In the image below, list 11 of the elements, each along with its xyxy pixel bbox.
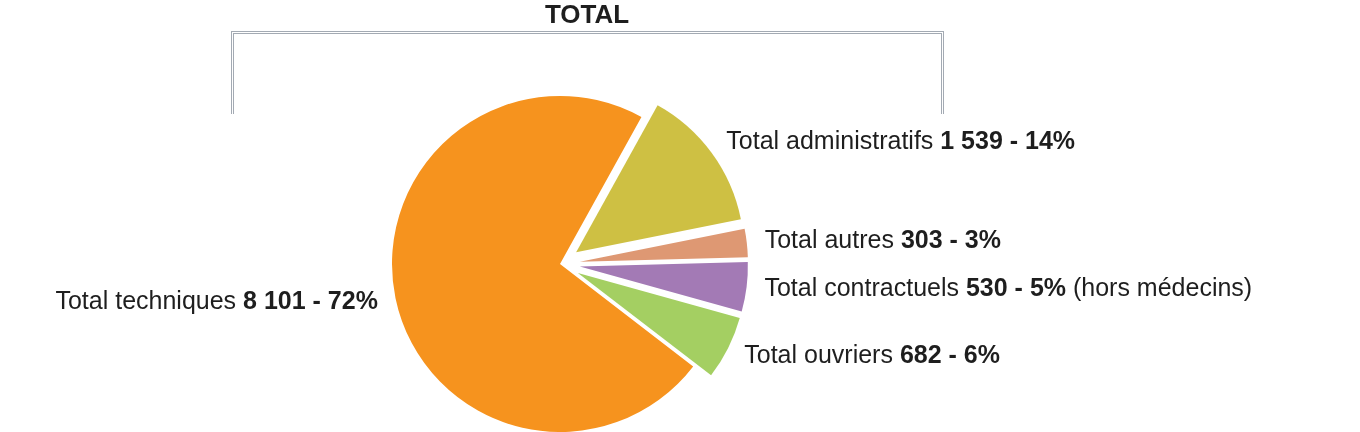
slice-label: Total contractuels [764, 272, 966, 301]
data-label: 530 - 5% (hors médecins) [965, 272, 1253, 301]
data-label: 303 - 3% [900, 224, 1001, 253]
slice-label: Total administratifs [726, 126, 941, 155]
data-label: 682 - 6% [899, 339, 1000, 368]
chart-title: TOTAL [543, 0, 631, 29]
slice-label: Total autres [764, 224, 901, 253]
data-label: 1 539 - 14% [940, 126, 1076, 155]
data-label: 8 101 - 72% [243, 285, 378, 314]
slice-label: Total ouvriers [744, 339, 900, 368]
slice-label: Total techniques [55, 285, 244, 314]
